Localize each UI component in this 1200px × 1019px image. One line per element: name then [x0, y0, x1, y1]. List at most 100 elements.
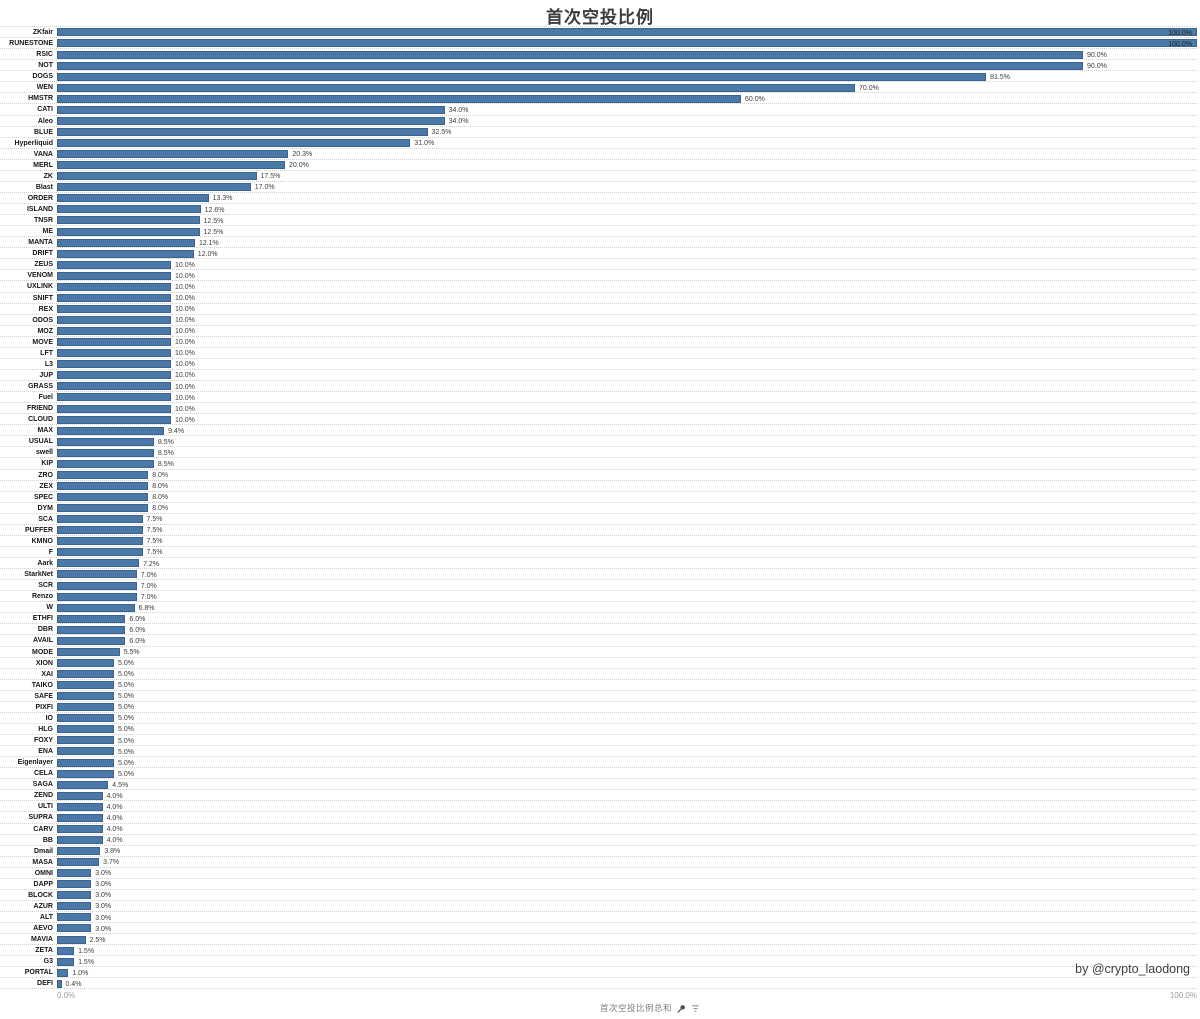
- bar: [57, 72, 987, 81]
- value-label: 12.6%: [204, 206, 225, 214]
- category-label: MODE: [32, 648, 53, 656]
- bar: [57, 946, 75, 955]
- category-label: SPEC: [33, 493, 53, 501]
- chart-row: CELA 5.0%: [0, 768, 1197, 780]
- value-label: 7.5%: [146, 549, 163, 557]
- chart-row: Aleo 34.0%: [0, 116, 1197, 127]
- category-label: WEN: [36, 84, 53, 92]
- category-label: MAX: [37, 427, 53, 435]
- category-label: swell: [35, 449, 53, 457]
- value-label: 10.0%: [175, 317, 195, 325]
- category-label: ZEX: [39, 482, 53, 490]
- value-label: 12.5%: [203, 228, 224, 236]
- value-label: 20.0%: [289, 162, 309, 170]
- chart-row: MASA 3.7%: [0, 857, 1197, 868]
- bar: [57, 493, 149, 502]
- bar: [57, 28, 1197, 37]
- value-label: 7.5%: [146, 527, 163, 535]
- value-label: 10.0%: [175, 416, 195, 424]
- bar: [57, 61, 1083, 70]
- pin-icon: [677, 1004, 686, 1013]
- value-label: 12.0%: [197, 250, 218, 258]
- value-label: 5.0%: [118, 726, 134, 734]
- chart-row: TAIKO 5.0%: [0, 680, 1197, 691]
- bar: [57, 338, 171, 347]
- bar: [57, 481, 149, 490]
- bar: [57, 714, 114, 723]
- chart-row: HMSTR 60.0%: [0, 93, 1197, 105]
- category-label: HLG: [38, 725, 53, 733]
- category-label: TNSR: [33, 217, 53, 225]
- value-label: 7.0%: [140, 593, 157, 601]
- bar: [57, 603, 135, 612]
- category-label: ME: [42, 228, 54, 236]
- bar: [57, 415, 171, 424]
- value-label: 3.0%: [95, 892, 112, 900]
- chart-row: MANTA 12.1%: [0, 237, 1197, 249]
- bar: [57, 780, 109, 789]
- chart-row: SPEC 8.0%: [0, 492, 1197, 503]
- bar: [57, 105, 445, 114]
- value-label: 90.0%: [1087, 62, 1107, 70]
- category-label: CELA: [33, 770, 53, 778]
- category-label: ZETA: [35, 947, 53, 955]
- value-label: 5.5%: [123, 649, 140, 656]
- category-label: VENOM: [27, 272, 53, 280]
- category-label: CLOUD: [28, 416, 53, 424]
- chart-row: AVAIL 6.0%: [0, 635, 1197, 647]
- bar: [57, 271, 171, 280]
- chart-row: MERL 20.0%: [0, 160, 1197, 171]
- bar: [57, 316, 171, 325]
- value-label: 10.0%: [175, 405, 195, 413]
- chart-row: SCA 7.5%: [0, 514, 1197, 525]
- category-label: ISLAND: [26, 206, 53, 213]
- chart-row: FOXY 5.0%: [0, 735, 1197, 747]
- chart-row: BLOCK 3.0%: [0, 890, 1197, 901]
- chart-row: REX 10.0%: [0, 304, 1197, 315]
- category-label: BB: [42, 836, 53, 844]
- category-label: XAI: [41, 670, 53, 678]
- bar: [57, 880, 92, 889]
- bar: [57, 127, 428, 136]
- category-label: MAVIA: [30, 936, 53, 944]
- category-label: DOGS: [32, 73, 53, 81]
- category-label: ETHFI: [32, 615, 53, 623]
- chart-row: SNIFT 10.0%: [0, 293, 1197, 304]
- category-label: KMNO: [31, 537, 53, 545]
- category-label: BLUE: [33, 128, 53, 136]
- bar: [57, 559, 140, 568]
- category-label: ZEND: [33, 792, 53, 800]
- chart-row: MODE 5.5%: [0, 647, 1197, 658]
- category-label: Fuel: [38, 394, 53, 402]
- plot-area: ZKfair 100.0% RUNESTONE 100.0% RSIC 90.0% NOT 9…: [0, 26, 1197, 990]
- bar: [57, 847, 101, 856]
- chart-row: G3 1.5%: [0, 956, 1197, 968]
- chart-row: UXLINK 10.0%: [0, 281, 1197, 293]
- bar: [57, 249, 194, 258]
- value-label: 34.0%: [448, 118, 469, 125]
- value-label: 7.0%: [140, 571, 157, 579]
- category-label: Hyperliquid: [14, 139, 53, 147]
- category-label: SAGA: [32, 781, 53, 789]
- value-label: 5.0%: [118, 759, 134, 767]
- category-label: SCR: [38, 582, 53, 590]
- chart-row: Renzo 7.0%: [0, 591, 1197, 603]
- value-label: 34.0%: [448, 106, 469, 114]
- value-label: 10.0%: [175, 295, 195, 302]
- chart-row: ETHFI 6.0%: [0, 613, 1197, 625]
- bar: [57, 791, 103, 800]
- category-label: RSIC: [36, 51, 53, 59]
- category-label: L3: [44, 360, 53, 368]
- chart-row: DEFI 0.4%: [0, 978, 1197, 990]
- category-label: IO: [45, 714, 53, 722]
- value-label: 10.0%: [175, 272, 195, 280]
- value-label: 10.0%: [175, 306, 195, 314]
- category-label: RUNESTONE: [9, 40, 53, 48]
- chart-row: KMNO 7.5%: [0, 536, 1197, 547]
- value-label: 10.0%: [175, 283, 195, 291]
- chart-row: SUPRA 4.0%: [0, 812, 1197, 824]
- value-label: 6.0%: [129, 615, 146, 623]
- category-label: MOZ: [37, 327, 53, 335]
- x-axis-tick-min: 0.0%: [57, 991, 76, 1000]
- bar: [57, 813, 103, 822]
